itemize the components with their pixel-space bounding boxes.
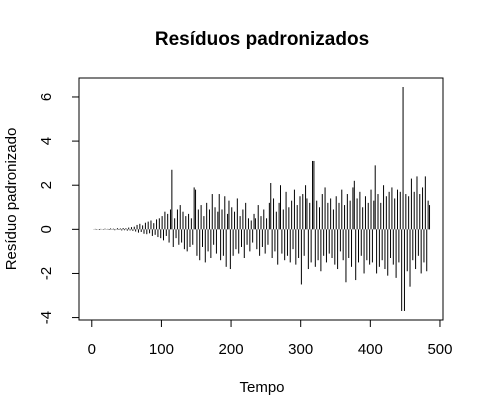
x-tick-label: 500: [427, 341, 452, 358]
y-tick-label: -4: [38, 311, 55, 324]
y-tick-label: 0: [38, 225, 55, 233]
y-tick-label: 6: [38, 93, 55, 101]
x-axis-label: Tempo: [239, 379, 284, 396]
plot-frame: [78, 77, 444, 321]
x-tick-label: 100: [149, 341, 174, 358]
y-tick-label: -2: [38, 267, 55, 280]
y-axis-label: Resíduo padronizado: [3, 128, 20, 271]
x-tick-label: 0: [88, 341, 96, 358]
y-tick-label: 4: [38, 137, 55, 145]
x-tick-label: 400: [358, 341, 383, 358]
chart-title: Resíduos padronizados: [155, 29, 369, 50]
x-tick-label: 300: [288, 341, 313, 358]
y-tick-label: 2: [38, 181, 55, 189]
x-tick-label: 200: [219, 341, 244, 358]
